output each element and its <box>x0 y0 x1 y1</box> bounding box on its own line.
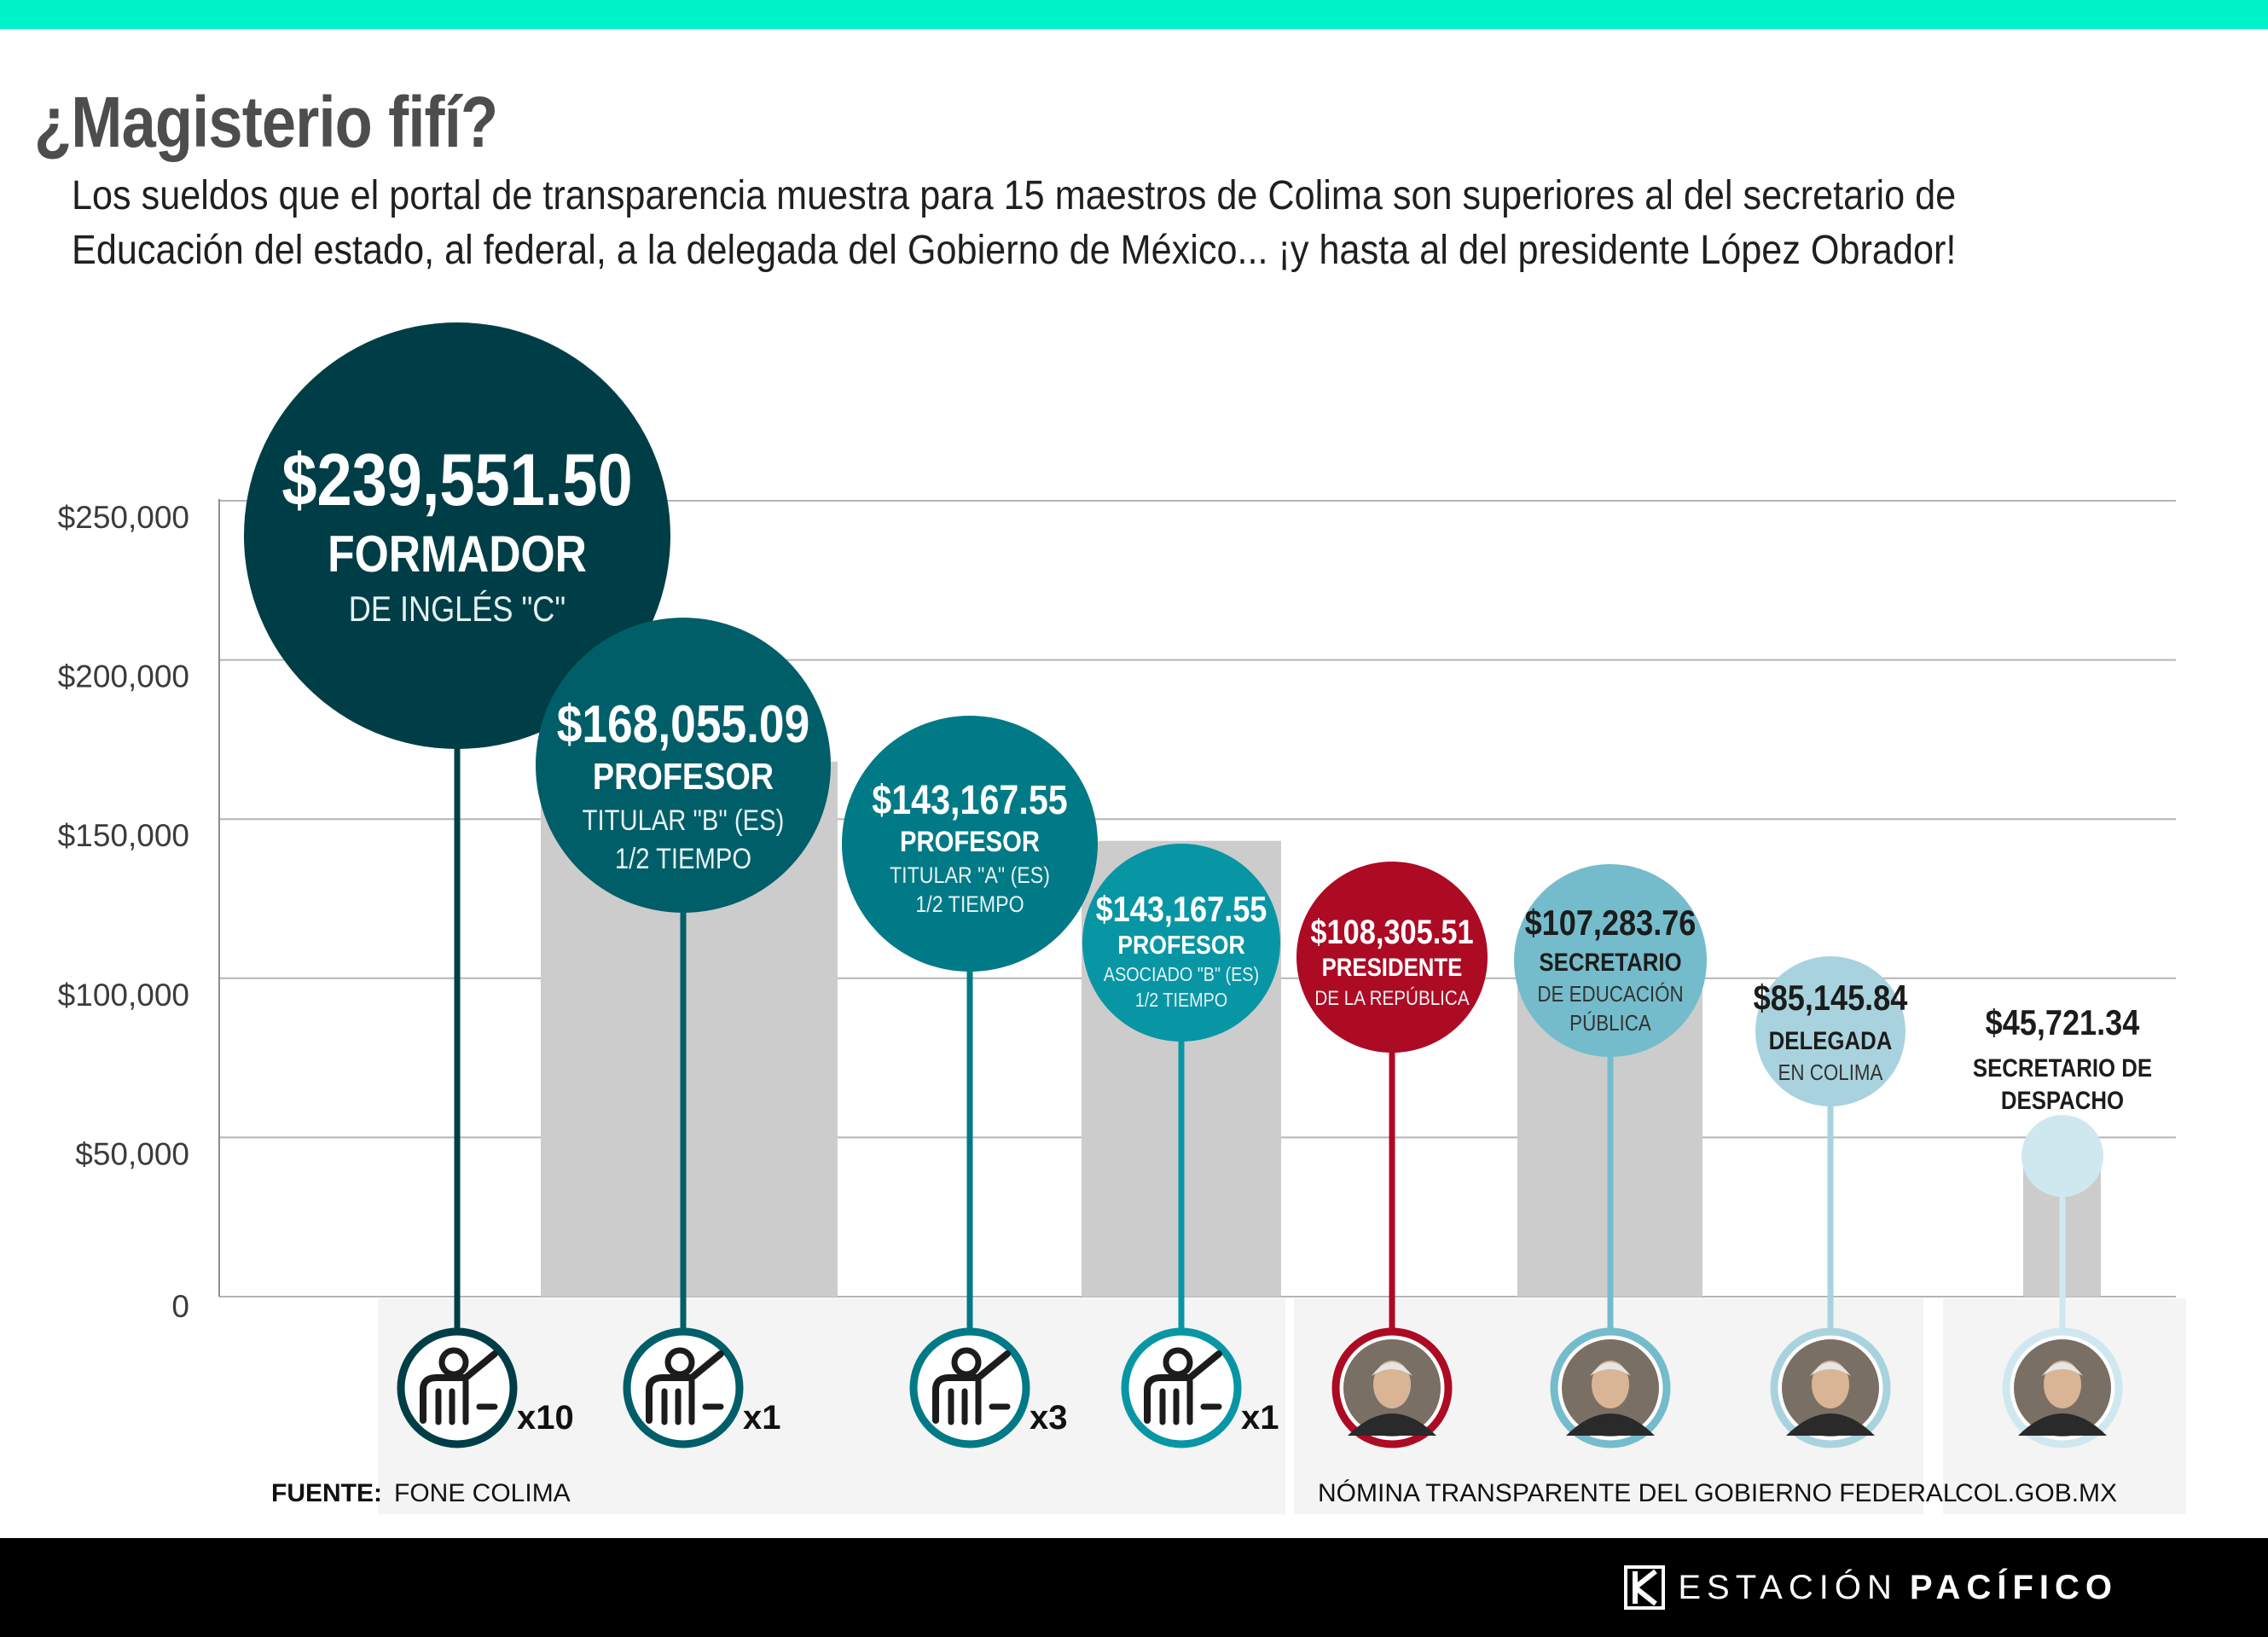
portrait-icon <box>2002 1327 2123 1448</box>
y-tick-label: $100,000 <box>58 978 189 1013</box>
teacher-icon <box>909 1327 1030 1448</box>
amount-label: $143,167.55 <box>872 777 1067 823</box>
teacher-arm <box>646 1350 724 1424</box>
portrait-shoulders <box>1348 1414 1436 1436</box>
page-subtitle: Los sueldos que el portal de transparenc… <box>72 173 1957 273</box>
teacher-icon <box>397 1327 518 1448</box>
bubble-1 <box>244 322 670 749</box>
bubble-5 <box>1296 862 1488 1053</box>
teacher-icon <box>1121 1327 1242 1448</box>
amount-label: $143,167.55 <box>1096 891 1267 930</box>
top-accent-bar <box>0 0 2268 29</box>
role-title: DELEGADA <box>1769 1026 1893 1054</box>
source-name: FONE COLIMA <box>394 1479 571 1507</box>
teacher-icon <box>623 1327 744 1448</box>
teacher-body <box>661 1378 724 1425</box>
source-name: NÓMINA TRANSPARENTE DEL GOBIERNO FEDERAL <box>1318 1479 1958 1507</box>
role-detail: 1/2 TIEMPO <box>1135 990 1227 1012</box>
y-tick-label: $250,000 <box>58 500 189 535</box>
y-tick-label: $50,000 <box>75 1136 189 1171</box>
portrait-icon <box>1550 1327 1671 1448</box>
count-label: x1 <box>743 1399 781 1437</box>
portrait-hair <box>1810 1362 1851 1376</box>
amount-label: $85,145.84 <box>1754 979 1908 1019</box>
role-title: PROFESOR <box>1117 931 1245 960</box>
teacher-arm <box>420 1350 498 1424</box>
y-tick-label: $150,000 <box>58 818 189 853</box>
portrait-hair <box>1590 1362 1631 1376</box>
amount-label: $239,551.50 <box>281 438 632 521</box>
role-detail: PÚBLICA <box>1569 1011 1651 1036</box>
portrait-shoulders <box>1566 1414 1655 1436</box>
count-label: x10 <box>517 1399 574 1437</box>
role-title: SECRETARIO <box>1539 948 1681 976</box>
role-title: PROFESOR <box>900 825 1040 858</box>
teacher-body <box>1159 1378 1222 1425</box>
page-title: ¿Magisterio fifí? <box>34 82 498 162</box>
brand-name-light: ESTACIÓN <box>1678 1568 1898 1606</box>
teacher-arm <box>1144 1350 1222 1424</box>
role-title: FORMADOR <box>328 525 587 583</box>
portrait-face <box>2044 1361 2081 1408</box>
count-label: x3 <box>1030 1399 1068 1437</box>
teacher-body <box>435 1378 498 1425</box>
brand-logo[interactable]: ESTACIÓN PACÍFICO <box>1623 1562 2118 1613</box>
role-detail: EN COLIMA <box>1778 1060 1884 1085</box>
portrait-icon <box>1331 1327 1453 1448</box>
portrait-face <box>1373 1361 1411 1408</box>
salary-chart: 0 $50,000 $100,000 $150,000 $200,000 $250,000… <box>58 322 2186 1514</box>
footer-bar: ESTACIÓN PACÍFICO <box>0 1538 2268 1637</box>
role-detail: 1/2 TIEMPO <box>915 891 1024 917</box>
bubble-3 <box>842 716 1098 972</box>
role-title: PRESIDENTE <box>1322 953 1463 981</box>
y-tick-label: 0 <box>171 1289 189 1324</box>
estacion-pacifico-logo-icon <box>1624 1565 1666 1610</box>
amount-label: $107,283.76 <box>1525 904 1697 943</box>
amount-label: $108,305.51 <box>1310 913 1473 951</box>
bubble-4 <box>1082 844 1280 1042</box>
count-label: x1 <box>1241 1399 1279 1437</box>
role-detail: DE EDUCACIÓN <box>1537 982 1683 1007</box>
role-detail: 1/2 TIEMPO <box>615 842 751 875</box>
bubble-8 <box>2021 1115 2103 1197</box>
role-detail: DE LA REPÚBLICA <box>1314 987 1469 1010</box>
role-detail: TITULAR "A" (ES) <box>890 862 1050 888</box>
role-title: PROFESOR <box>593 755 774 797</box>
role-detail: TITULAR "B" (ES) <box>583 804 785 837</box>
source-name: COL.GOB.MX <box>1955 1479 2117 1507</box>
role-detail: DESPACHO <box>2001 1086 2124 1114</box>
portrait-shoulders <box>1786 1414 1875 1436</box>
bubble-7 <box>1755 956 1905 1106</box>
role-detail: DE INGLÉS "C" <box>349 590 566 630</box>
amount-label: $45,721.34 <box>1986 1004 2140 1043</box>
portrait-icon <box>1770 1327 1891 1448</box>
amount-label: $168,055.09 <box>557 695 809 754</box>
teacher-arm <box>932 1350 1011 1424</box>
portrait-hair <box>2042 1362 2083 1376</box>
bubble-2 <box>536 618 831 913</box>
portrait-shoulders <box>2018 1414 2107 1436</box>
y-tick-label: $200,000 <box>58 659 189 694</box>
brand-name-bold: PACÍFICO <box>1909 1568 2118 1606</box>
role-title: SECRETARIO DE <box>1973 1054 2152 1082</box>
source-heading: FUENTE: <box>271 1479 382 1507</box>
portrait-hair <box>1372 1362 1412 1376</box>
role-detail: ASOCIADO "B" (ES) <box>1104 964 1259 986</box>
bubble-6 <box>1514 864 1707 1057</box>
teacher-body <box>948 1378 1011 1425</box>
portrait-face <box>1592 1361 1629 1408</box>
portrait-face <box>1812 1361 1849 1408</box>
